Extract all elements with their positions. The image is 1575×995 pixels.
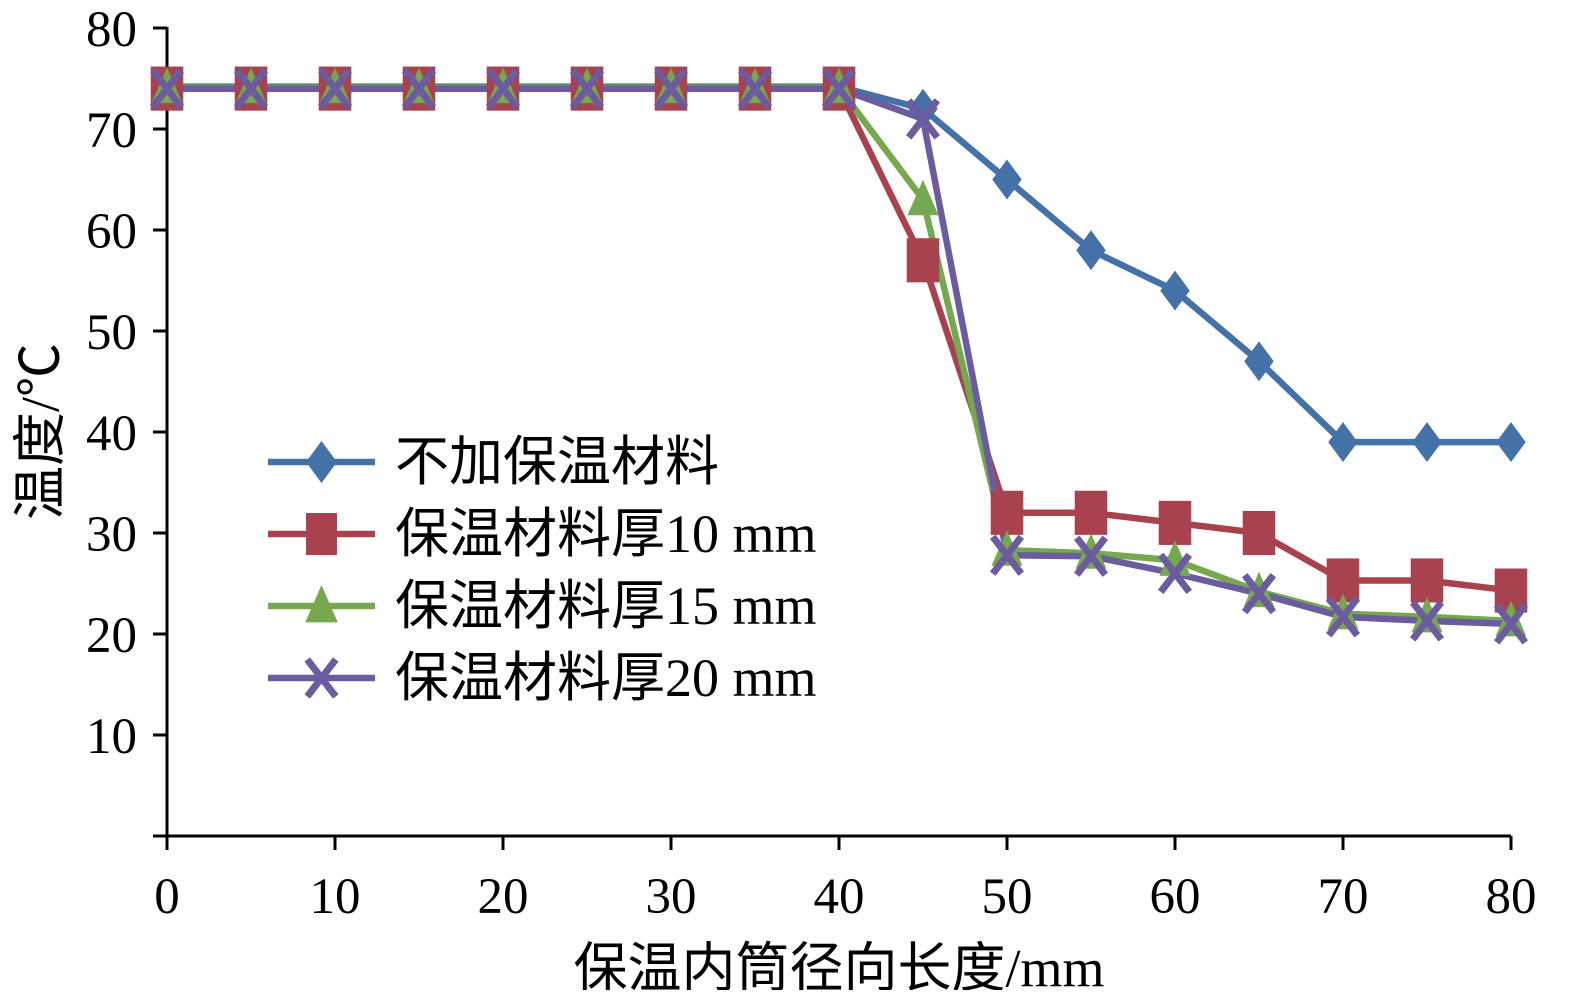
svg-text:保温材料厚15 mm: 保温材料厚15 mm xyxy=(395,576,817,636)
svg-text:30: 30 xyxy=(646,869,697,925)
svg-text:80: 80 xyxy=(1486,869,1537,925)
svg-text:50: 50 xyxy=(86,305,137,361)
svg-text:30: 30 xyxy=(86,507,137,563)
svg-text:60: 60 xyxy=(86,204,137,260)
svg-text:10: 10 xyxy=(310,869,361,925)
svg-text:0: 0 xyxy=(154,869,180,925)
svg-text:70: 70 xyxy=(86,103,137,159)
svg-text:保温内筒径向长度/mm: 保温内筒径向长度/mm xyxy=(573,938,1104,990)
svg-text:不加保温材料: 不加保温材料 xyxy=(395,432,719,492)
svg-text:保温材料厚20 mm: 保温材料厚20 mm xyxy=(395,648,817,708)
svg-text:70: 70 xyxy=(1318,869,1369,925)
svg-text:60: 60 xyxy=(1150,869,1201,925)
svg-text:50: 50 xyxy=(982,869,1033,925)
svg-text:保温材料厚10 mm: 保温材料厚10 mm xyxy=(395,504,817,564)
svg-text:20: 20 xyxy=(478,869,529,925)
svg-text:40: 40 xyxy=(86,406,137,462)
svg-text:80: 80 xyxy=(86,2,137,58)
svg-text:10: 10 xyxy=(86,709,137,765)
svg-text:40: 40 xyxy=(814,869,865,925)
svg-text:温度/℃: 温度/℃ xyxy=(10,343,70,520)
svg-text:20: 20 xyxy=(86,608,137,664)
